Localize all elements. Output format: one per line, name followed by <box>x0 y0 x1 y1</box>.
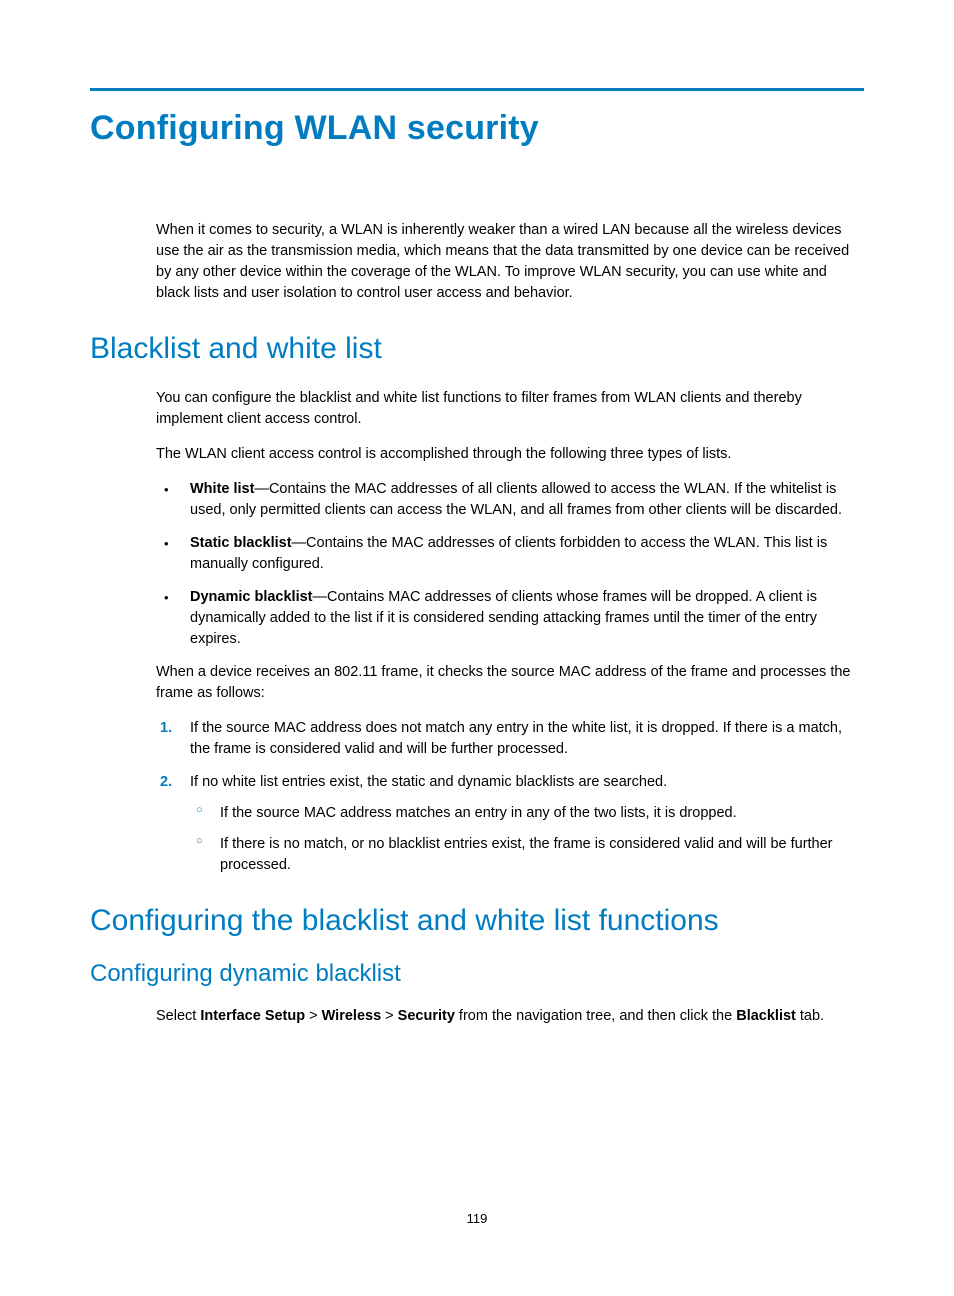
nav-instruction: Select Interface Setup > Wireless > Secu… <box>156 1006 864 1027</box>
section-heading-configuring-functions: Configuring the blacklist and white list… <box>90 904 864 938</box>
processing-steps: If the source MAC address does not match… <box>156 718 864 876</box>
nav-mid: from the navigation tree, and then click… <box>455 1008 736 1024</box>
section1-p3: When a device receives an 802.11 frame, … <box>156 662 864 704</box>
nav-security: Security <box>398 1008 455 1024</box>
section-heading-blacklist-whitelist: Blacklist and white list <box>90 332 864 366</box>
top-rule <box>90 88 864 91</box>
sub-item: If the source MAC address matches an ent… <box>190 803 864 824</box>
intro-paragraph: When it comes to security, a WLAN is inh… <box>156 220 864 304</box>
step-text: If no white list entries exist, the stat… <box>190 774 667 790</box>
nav-post: tab. <box>796 1008 824 1024</box>
bullet-static-blacklist: Static blacklist—Contains the MAC addres… <box>156 533 864 575</box>
step-2: If no white list entries exist, the stat… <box>156 772 864 876</box>
section1-p2: The WLAN client access control is accomp… <box>156 444 864 465</box>
bullet-dynamic-blacklist: Dynamic blacklist—Contains MAC addresses… <box>156 587 864 650</box>
page-title: Configuring WLAN security <box>90 109 864 148</box>
step-2-subitems: If the source MAC address matches an ent… <box>190 803 864 876</box>
nav-pre: Select <box>156 1008 200 1024</box>
section-heading-dynamic-blacklist: Configuring dynamic blacklist <box>90 960 864 988</box>
nav-blacklist-tab: Blacklist <box>736 1008 796 1024</box>
nav-wireless: Wireless <box>322 1008 382 1024</box>
sub-item: If there is no match, or no blacklist en… <box>190 834 864 876</box>
step-1: If the source MAC address does not match… <box>156 718 864 760</box>
page-number: 119 <box>0 1211 954 1226</box>
term: Static blacklist <box>190 535 292 551</box>
nav-sep: > <box>305 1008 322 1024</box>
term: White list <box>190 481 254 497</box>
nav-sep: > <box>381 1008 398 1024</box>
document-page: Configuring WLAN security When it comes … <box>0 0 954 1027</box>
term: Dynamic blacklist <box>190 589 313 605</box>
term-desc: —Contains the MAC addresses of all clien… <box>190 481 842 518</box>
step-text: If the source MAC address does not match… <box>190 720 842 757</box>
nav-interface-setup: Interface Setup <box>200 1008 305 1024</box>
section1-p1: You can configure the blacklist and whit… <box>156 388 864 430</box>
list-types: White list—Contains the MAC addresses of… <box>156 479 864 650</box>
bullet-white-list: White list—Contains the MAC addresses of… <box>156 479 864 521</box>
